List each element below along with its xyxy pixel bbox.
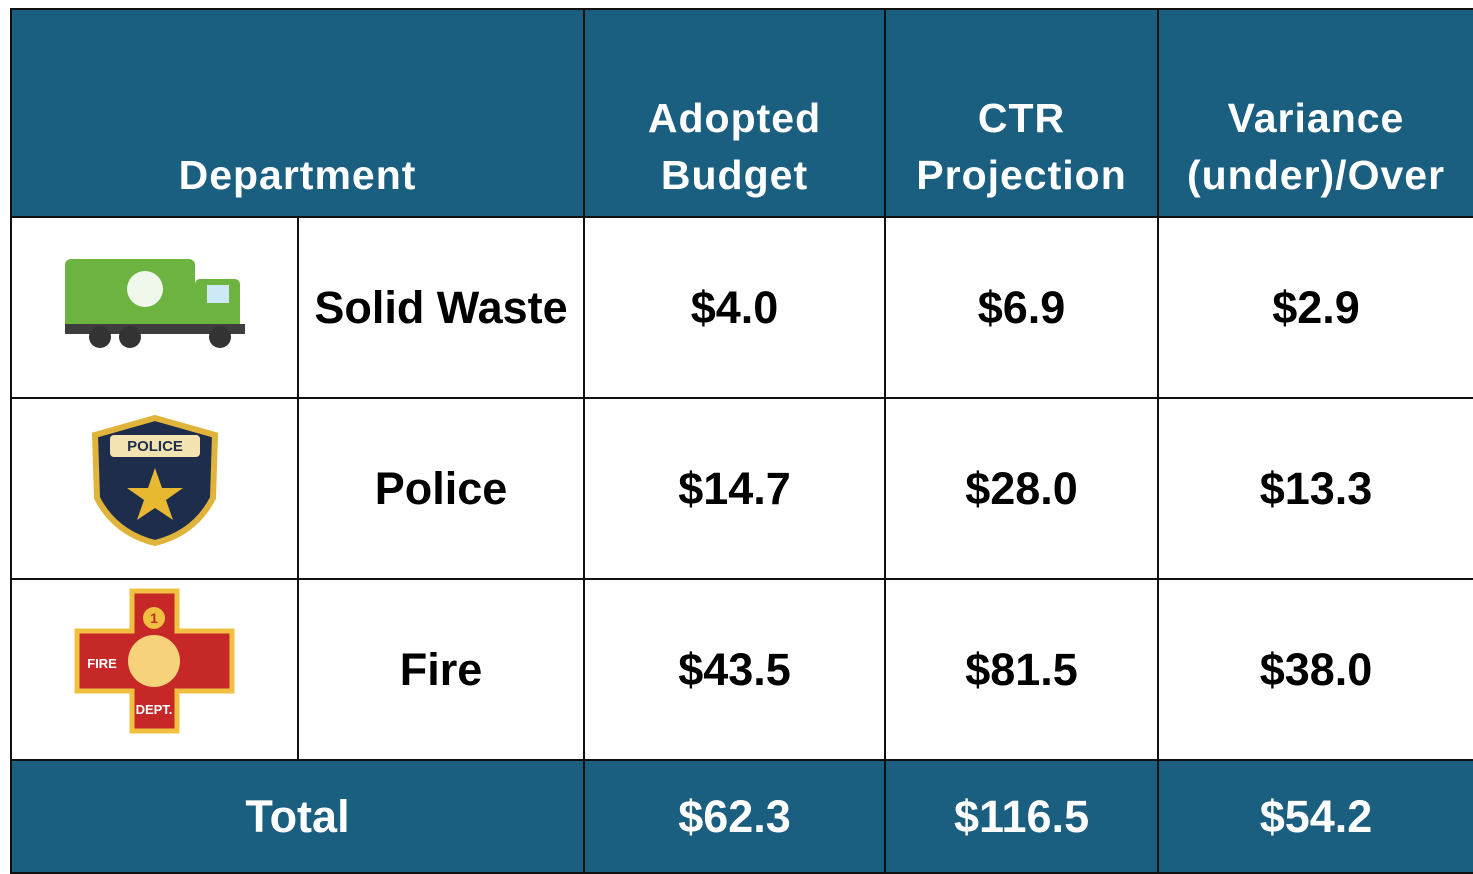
icon-cell (10, 216, 299, 399)
row: Solid Waste $4.0 $6.9 $2.9 (10, 216, 1473, 399)
total-variance: $54.2 (1157, 759, 1473, 874)
header-cell: Adopted Budget (583, 8, 887, 218)
header-cell: Variance (under)/Over (1157, 8, 1473, 218)
ctr-projection: $81.5 (884, 578, 1160, 761)
header-cell: CTR Projection (884, 8, 1160, 218)
badge-text: POLICE (127, 438, 183, 455)
total-row: Total $62.3 $116.5 $54.2 (9, 759, 1473, 874)
header-cell: Department (9, 8, 586, 218)
ctr-projection: $6.9 (884, 216, 1160, 399)
department-name: Fire (296, 578, 586, 761)
truck-icon (64, 259, 245, 348)
total-adopted: $62.3 (583, 759, 887, 874)
header-row: Department Adopted Budget CTR Projection… (9, 8, 1473, 218)
department-name: Solid Waste (296, 216, 586, 399)
icon-cell: 1 FIRE DEPT. (10, 578, 299, 761)
badge-text: FIRE (87, 656, 117, 671)
badge-text: 1 (150, 610, 158, 626)
total-projection: $116.5 (884, 759, 1160, 874)
ctr-projection: $28.0 (884, 397, 1160, 580)
adopted-budget: $4.0 (583, 216, 887, 399)
adopted-budget: $14.7 (583, 397, 887, 580)
badge-text: DEPT. (136, 702, 173, 717)
total-label: Total (9, 759, 586, 874)
department-name: Police (296, 397, 586, 580)
row: 1 FIRE DEPT. Fire $43.5 $81.5 $38.0 (10, 578, 1473, 761)
adopted-budget: $43.5 (583, 578, 887, 761)
icon-cell: POLICE (10, 397, 299, 580)
variance: $13.3 (1157, 397, 1473, 580)
budget-table: Department Adopted Budget CTR Projection… (9, 8, 1473, 874)
variance: $38.0 (1157, 578, 1473, 761)
police-badge-icon: POLICE (91, 414, 218, 546)
fire-dept-icon: 1 FIRE DEPT. (74, 588, 235, 734)
row: POLICE Police $14.7 $28.0 $13.3 (10, 397, 1473, 580)
variance: $2.9 (1157, 216, 1473, 399)
